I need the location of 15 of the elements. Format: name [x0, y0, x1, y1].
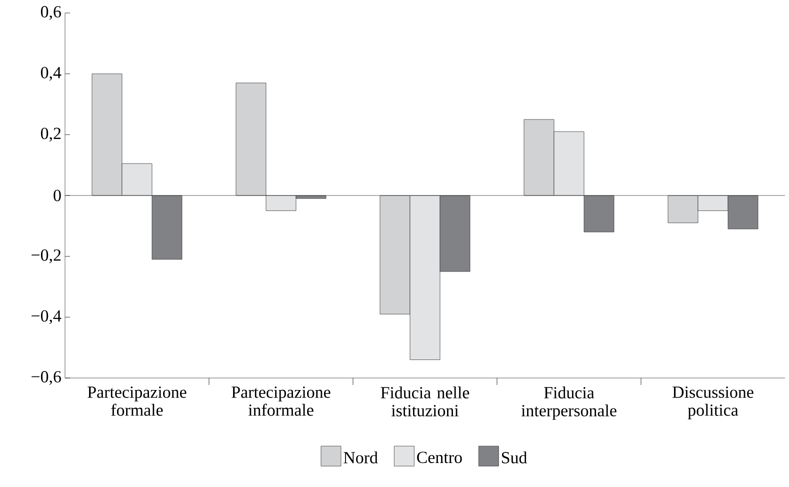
x-tick-label: Fiducia interpersonale [521, 386, 616, 420]
legend-label: Sud [502, 451, 528, 464]
x-tick-label: Partecipazione informale [232, 386, 330, 416]
y-tick-label: 0,4 [40, 66, 62, 81]
legend-label: Nord [344, 451, 378, 464]
y-tick-label: −0,4 [32, 310, 62, 324]
x-tick-label: Fiducia nelle istituzioni [380, 386, 470, 416]
y-tick-label: 0,2 [40, 128, 61, 142]
y-tick-label: 0 [54, 190, 61, 202]
y-tick-label: 0,6 [40, 6, 61, 20]
y-tick-label: −0,2 [32, 249, 61, 264]
legend-label: Centro [417, 452, 462, 464]
x-tick-label: Discussione politica [672, 386, 754, 420]
y-tick-label: −0,6 [32, 371, 61, 385]
x-tick-label: Partecipazione formale [88, 386, 186, 416]
